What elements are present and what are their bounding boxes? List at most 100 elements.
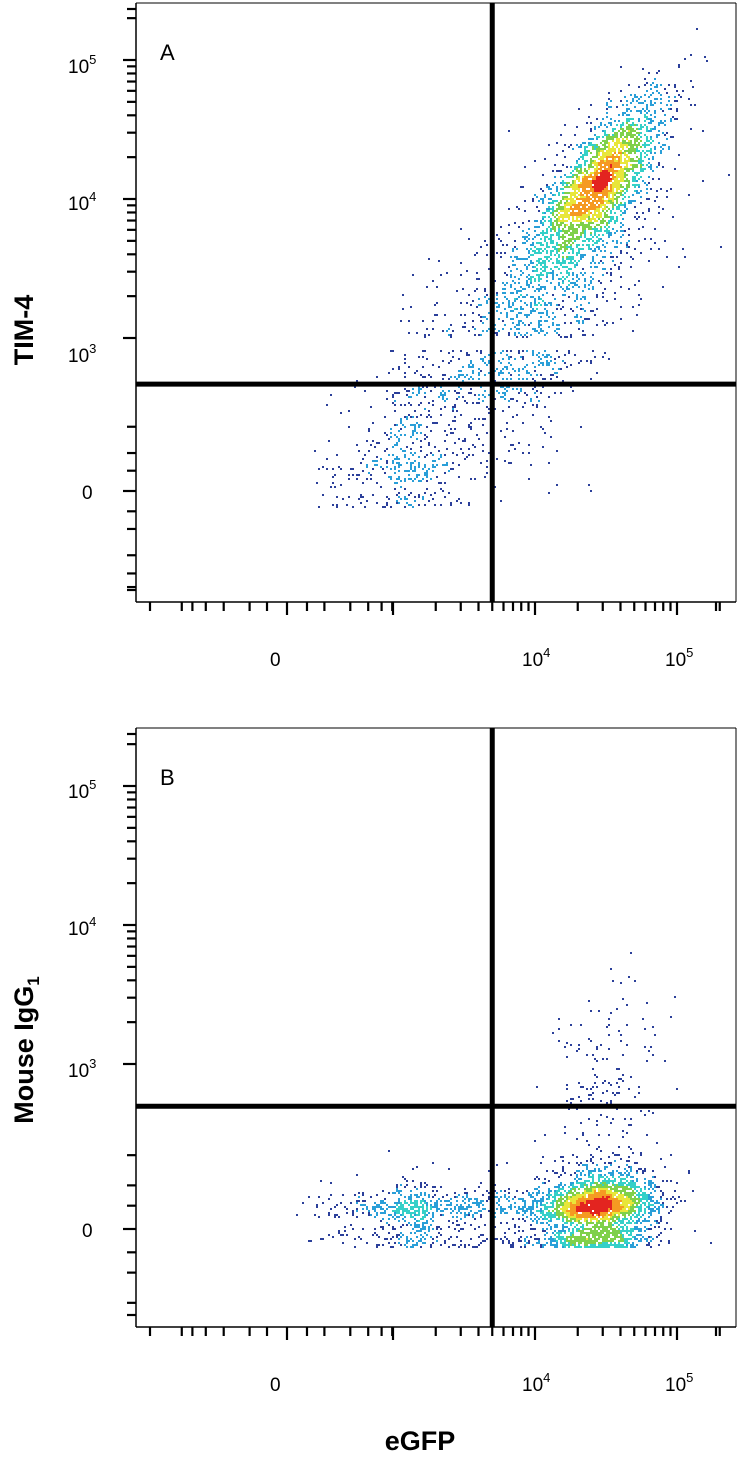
event-dot (510, 270, 512, 272)
event-dot (590, 190, 592, 192)
event-dot (592, 236, 594, 238)
event-dot (604, 256, 606, 258)
event-dot (524, 242, 526, 244)
event-dot (568, 214, 570, 216)
event-dot (554, 266, 556, 268)
event-dot (522, 378, 524, 380)
event-dot (634, 142, 636, 144)
event-dot (604, 162, 606, 164)
event-dot (640, 1200, 642, 1202)
event-dot (594, 1230, 596, 1232)
event-dot (570, 364, 572, 366)
event-dot (660, 1216, 662, 1218)
event-dot (502, 244, 504, 246)
event-dot (522, 350, 524, 352)
event-dot (610, 280, 612, 282)
event-dot (658, 248, 660, 250)
event-dot (486, 318, 488, 320)
event-dot (598, 1168, 600, 1170)
event-dot (590, 360, 592, 362)
event-dot (646, 136, 648, 138)
event-dot (596, 1206, 598, 1208)
event-dot (562, 294, 564, 296)
event-dot (444, 482, 446, 484)
event-dot (562, 246, 564, 248)
event-dot (404, 1244, 406, 1246)
event-dot (582, 1230, 584, 1232)
event-dot (620, 286, 622, 288)
event-dot (608, 202, 610, 204)
event-dot (606, 1210, 608, 1212)
event-dot (582, 1186, 584, 1188)
event-dot (584, 196, 586, 198)
event-dot (498, 306, 500, 308)
event-dot (554, 1226, 556, 1228)
event-dot (590, 262, 592, 264)
event-dot (616, 256, 618, 258)
event-dot (666, 92, 668, 94)
event-dot (426, 474, 428, 476)
event-dot (596, 242, 598, 244)
event-dot (374, 1216, 376, 1218)
event-dot (498, 1198, 500, 1200)
event-dot (440, 1204, 442, 1206)
event-dot (624, 172, 626, 174)
event-dot (530, 1228, 532, 1230)
event-dot (540, 232, 542, 234)
event-dot (576, 314, 578, 316)
event-dot (576, 1200, 578, 1202)
event-dot (514, 448, 516, 450)
event-dot (588, 1210, 590, 1212)
event-dot (634, 1188, 636, 1190)
event-dot (654, 112, 656, 114)
event-dot (474, 254, 476, 256)
event-dot (396, 462, 398, 464)
event-dot (608, 1182, 610, 1184)
event-dot (600, 1210, 602, 1212)
event-dot (592, 1214, 594, 1216)
event-dot (464, 314, 466, 316)
event-dot (496, 458, 498, 460)
event-dot (530, 1208, 532, 1210)
event-dot (600, 186, 602, 188)
event-dot (666, 1206, 668, 1208)
event-dot (668, 96, 670, 98)
event-dot (550, 1206, 552, 1208)
event-dot (500, 256, 502, 258)
event-dot (604, 1210, 606, 1212)
event-dot (642, 1198, 644, 1200)
event-dot (540, 220, 542, 222)
event-dot (610, 1212, 612, 1214)
event-dot (460, 388, 462, 390)
event-dot (572, 1242, 574, 1244)
event-dot (604, 1168, 606, 1170)
event-dot (404, 358, 406, 360)
event-dot (536, 252, 538, 254)
event-dot (434, 304, 436, 306)
event-dot (548, 226, 550, 228)
event-dot (544, 356, 546, 358)
event-dot (588, 182, 590, 184)
event-dot (516, 328, 518, 330)
event-dot (600, 1242, 602, 1244)
event-dot (578, 1198, 580, 1200)
event-dot (558, 1230, 560, 1232)
event-dot (608, 1198, 610, 1200)
event-dot (590, 1206, 592, 1208)
event-dot (590, 234, 592, 236)
event-dot (592, 1176, 594, 1178)
event-dot (572, 188, 574, 190)
event-dot (630, 146, 632, 148)
event-dot (630, 1168, 632, 1170)
event-dot (532, 328, 534, 330)
event-dot (532, 404, 534, 406)
event-dot (610, 1226, 612, 1228)
event-dot (468, 378, 470, 380)
event-dot (400, 448, 402, 450)
event-dot (398, 366, 400, 368)
event-dot (612, 1208, 614, 1210)
panel-b: B 0 104 105 0 103 104 105 Mouse IgG1 eGF… (9, 727, 737, 1456)
event-dot (578, 190, 580, 192)
event-dot (482, 360, 484, 362)
event-dot (336, 496, 338, 498)
